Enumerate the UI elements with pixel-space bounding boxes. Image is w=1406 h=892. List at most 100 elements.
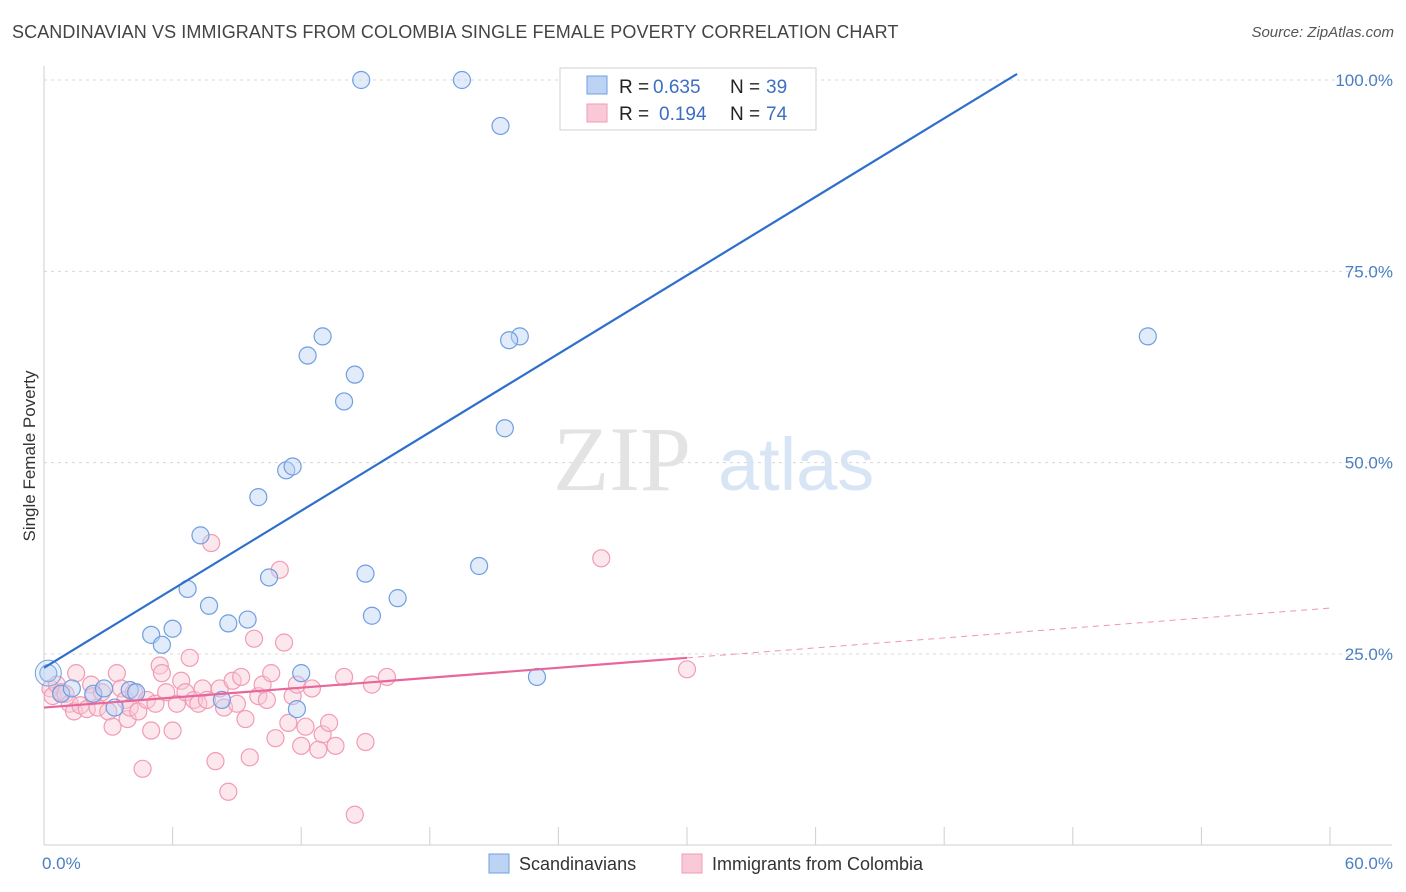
scandinavian-point-4 [94,679,114,698]
colombia-point-65 [319,713,339,732]
scandinavian-points [34,70,1157,719]
scandinavian-point-1 [52,684,71,703]
watermark: ZIP atlas [553,408,874,510]
chart-title: SCANDINAVIAN VS IMMIGRANTS FROM COLOMBIA… [12,22,899,42]
colombia-point-49 [244,629,264,648]
scandinavian-point-33 [491,116,510,136]
colombia-point-25 [142,721,161,740]
colombia-point-52 [257,690,277,710]
colombia-point-16 [107,664,126,683]
scandinavian-point-2 [62,679,81,698]
colombia-point-60 [292,736,311,755]
colombia-point-15 [103,717,122,736]
colombia-point-44 [223,671,242,690]
scandinavian-point-21 [292,664,311,683]
colombia-point-29 [157,683,176,702]
colombia-point-53 [262,664,281,683]
colombia-point-34 [180,648,199,667]
colombia-point-61 [296,717,315,736]
scandinavian-point-30 [388,589,407,608]
grid-lines [44,79,1392,655]
x-tick-label-max: 60.0% [1345,854,1393,873]
scandinavian-point-15 [219,614,238,633]
scandinavian-point-35 [495,419,514,438]
legend-r-label-1: R = [619,77,649,98]
legend-n-label-1: N = [730,77,760,98]
scandinavian-point-36 [500,331,519,350]
scandinavian-point-16 [238,610,257,629]
scandinavian-point-27 [356,564,375,583]
scandinavian-point-29 [352,70,371,90]
colombia-point-7 [67,664,86,683]
scandinavian-trend-line [43,72,1018,669]
colombia-point-70 [362,675,382,694]
colombia-point-68 [345,805,364,824]
colombia-point-47 [236,709,255,729]
scandinavian-point-28 [362,606,382,625]
colombia-point-32 [172,671,191,690]
legend-n-value-2: 74 [766,104,788,125]
y-tick-label-0: 25.0% [1345,645,1393,664]
colombia-point-23 [133,759,152,778]
colombia-point-48 [240,748,259,767]
scandinavian-point-18 [259,568,279,587]
colombia-point-28 [152,664,171,683]
colombia-point-62 [302,679,322,698]
scandinavian-point-13 [199,596,219,615]
scandinavian-point-25 [334,392,354,411]
colombia-point-72 [592,549,611,568]
legend-n-value-1: 39 [766,77,787,98]
scandinavian-point-7 [127,683,146,702]
colombia-point-66 [326,736,345,755]
colombia-point-63 [309,740,328,759]
legend-swatch-blue [586,75,608,95]
scandinavian-point-22 [298,346,317,365]
bottom-legend-label-colombia: Immigrants from Colombia [712,854,924,874]
scandinavian-point-37 [527,667,547,687]
colombia-point-69 [356,732,375,752]
y-tick-labels: 25.0% 50.0% 75.0% 100.0% [1335,71,1393,664]
trend-lines [43,72,1331,709]
scandinavian-point-38 [1138,327,1157,346]
y-tick-label-3: 100.0% [1335,71,1393,90]
legend-swatch-pink [586,103,608,123]
scandinavian-point-12 [191,526,210,545]
source-label: Source: ZipAtlas.com [1251,24,1394,41]
legend-n-label-2: N = [730,104,760,125]
legend-r-value-2: 0.194 [659,104,707,125]
colombia-point-64 [313,725,332,744]
scandinavian-point-9 [152,635,171,654]
top-legend: R = 0.635 N = 39 R = 0.194 N = 74 [559,67,817,131]
colombia-point-45 [227,694,246,713]
watermark-zip: ZIP [553,408,691,510]
y-tick-label-1: 50.0% [1345,454,1393,473]
legend-r-value-1: 0.635 [653,77,701,98]
scandinavian-point-24 [313,327,332,346]
scandinavian-point-34 [469,556,489,576]
colombia-point-46 [232,667,251,687]
colombia-point-57 [279,713,298,732]
scandinavian-point-17 [249,488,268,507]
colombia-point-43 [219,782,238,801]
y-axis-title: Single Female Poverty [20,370,39,542]
scandinavian-point-10 [163,619,182,638]
colombia-trend-line [43,656,688,709]
scandinavian-point-3 [84,684,103,703]
bottom-legend-label-scandinavians: Scandinavians [519,854,636,874]
colombia-point-71 [377,667,397,687]
bottom-legend: Scandinavians Immigrants from Colombia [488,853,924,874]
scandinavian-point-26 [345,365,364,384]
colombia-trend-extension [686,607,1331,659]
colombia-point-73 [677,660,697,679]
scandinavian-point-31 [452,70,472,90]
colombia-point-56 [274,633,294,652]
scandinavian-point-23 [287,700,307,719]
x-tick-label-min: 0.0% [42,854,81,873]
bottom-legend-swatch-pink [681,853,703,874]
colombia-point-30 [163,721,182,740]
axes [43,66,1392,846]
scandinavian-origin-highlight [34,659,62,687]
bottom-legend-swatch-blue [488,853,510,874]
colombia-point-40 [206,752,225,771]
legend-r-label-2: R = [619,104,649,125]
